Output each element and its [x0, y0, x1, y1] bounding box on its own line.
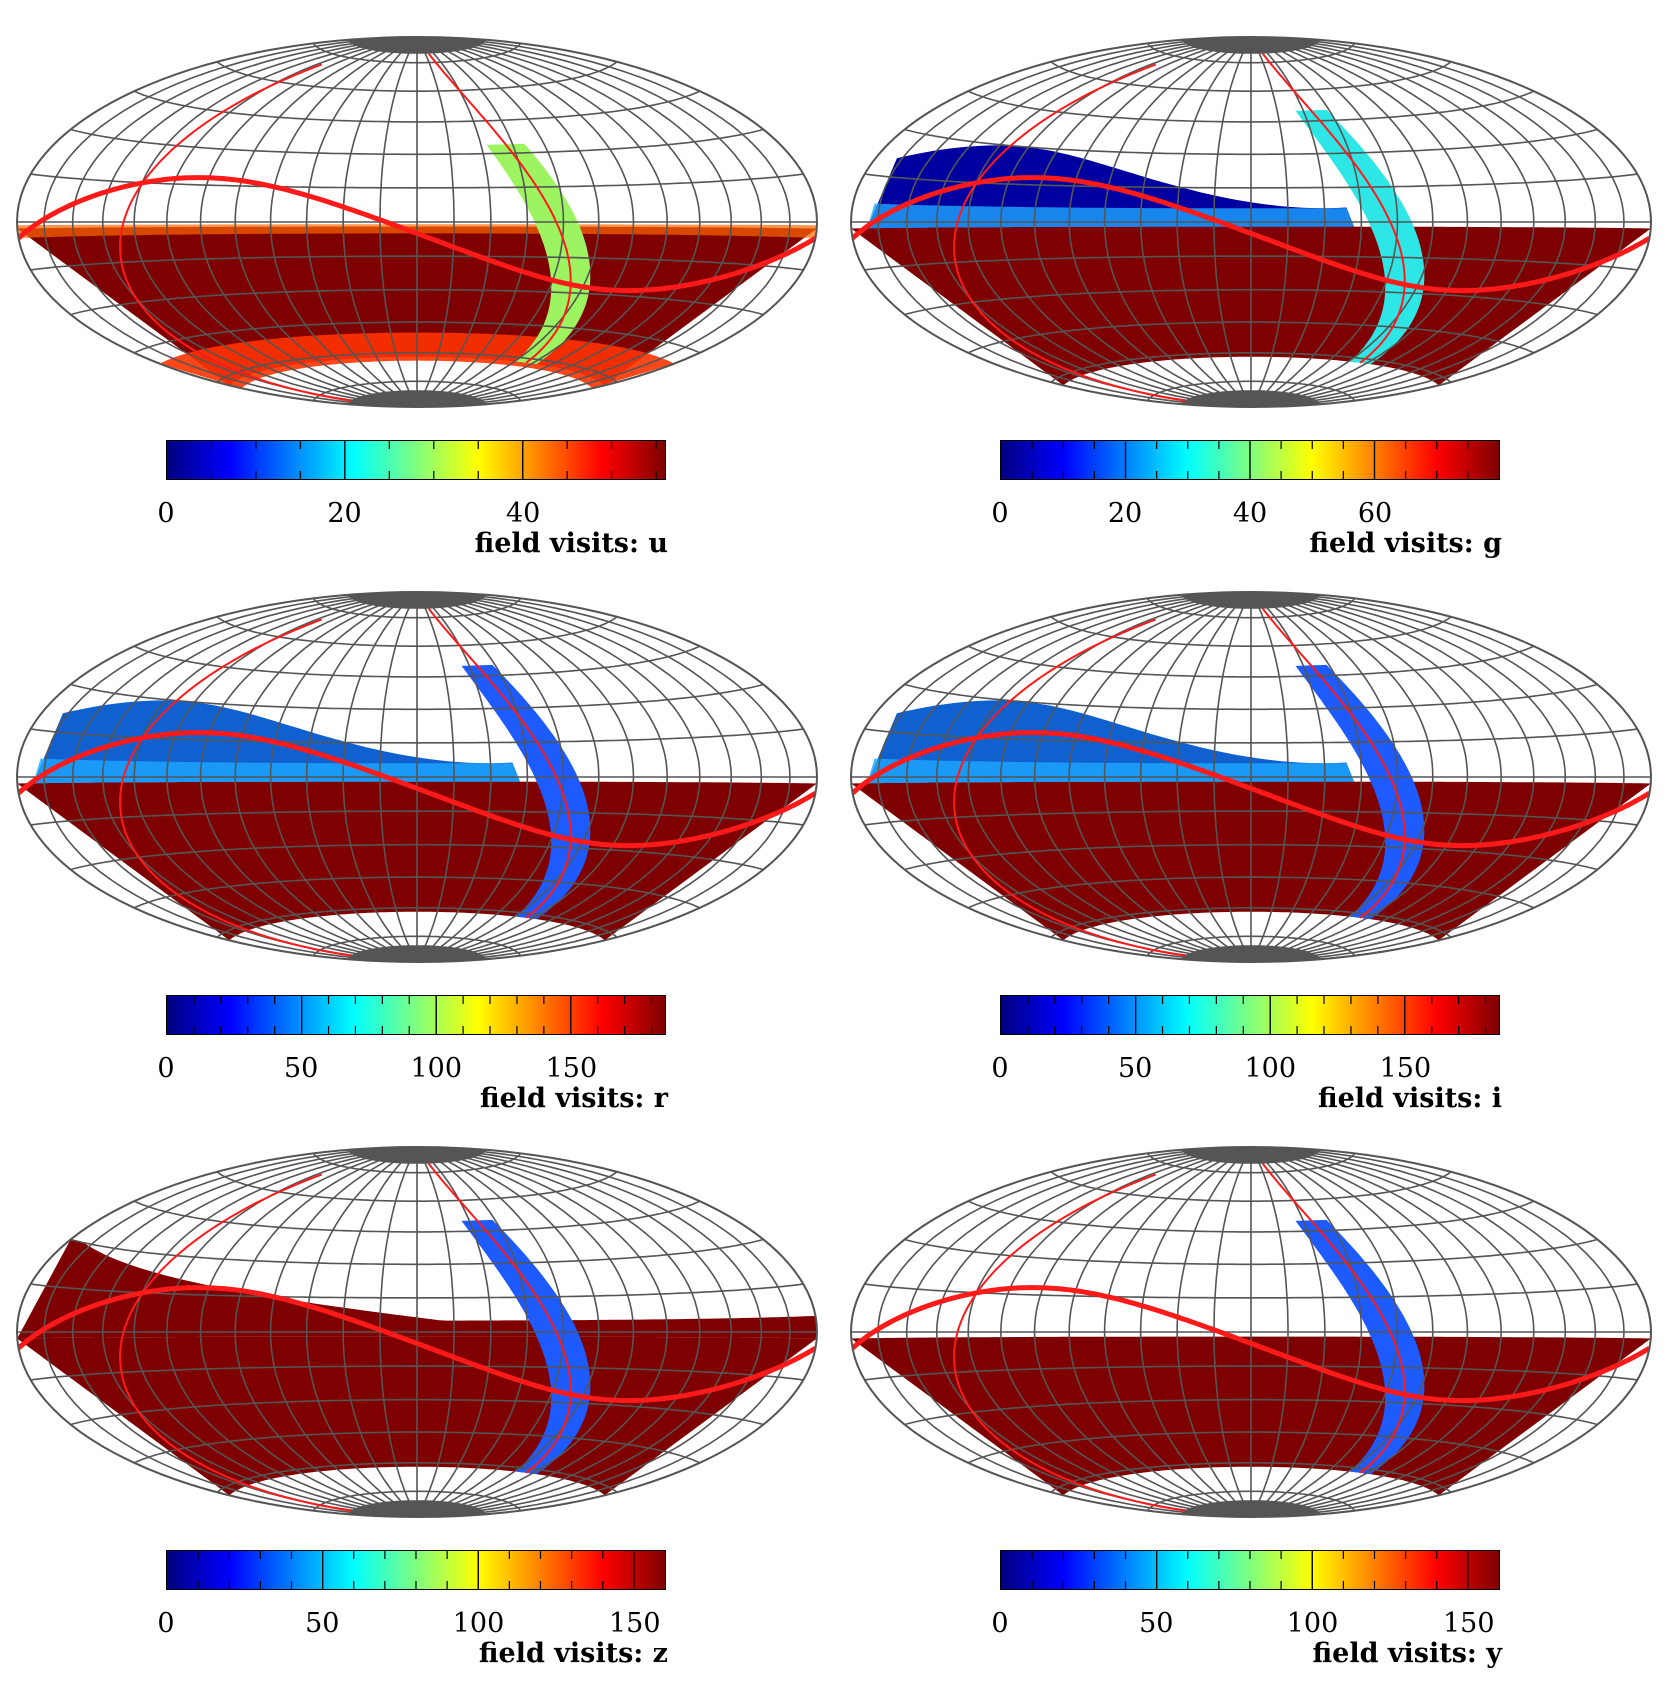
colorbar-title: field visits: g	[1309, 528, 1502, 559]
coverage-north-cap	[17, 1239, 817, 1339]
polar-cap	[1181, 1500, 1321, 1517]
colorbar-tick-label: 150	[1442, 1608, 1495, 1639]
galactic-plane-line	[119, 618, 351, 957]
graticule	[17, 592, 817, 962]
graticule	[851, 592, 1651, 962]
sky-map-u	[16, 36, 818, 408]
colorbar-title: field visits: y	[1312, 1638, 1502, 1669]
sky-map-i	[850, 591, 1652, 963]
projection-outline	[16, 591, 818, 963]
graticule	[17, 1147, 817, 1517]
colorbar-tick-label: 0	[157, 498, 175, 529]
galactic-plane-line	[953, 1173, 1185, 1512]
galactic-plane-line	[1261, 52, 1406, 364]
colorbar-tick-label: 100	[410, 1053, 463, 1084]
galactic-plane-band	[461, 1219, 591, 1475]
sky-map-z	[16, 1146, 818, 1518]
polar-cap	[1181, 945, 1321, 962]
colorbar-z	[166, 1550, 666, 1590]
colorbar-tick-label: 0	[991, 498, 1009, 529]
colorbar-tick-label: 40	[505, 498, 541, 529]
colorbar-tick-label: 100	[452, 1608, 505, 1639]
galactic-plane-band	[461, 664, 591, 920]
sky-map-y	[850, 1146, 1652, 1518]
colorbar-tick-label: 0	[991, 1053, 1009, 1084]
sky-map-panel-r: 0 50 100 150 field visits: r	[0, 555, 834, 1115]
graticule	[851, 1147, 1651, 1517]
galactic-plane-line	[119, 63, 351, 402]
graticule	[851, 37, 1651, 407]
colorbar-tick-label: 50	[1139, 1608, 1174, 1639]
colorbar-tick-label: 50	[1117, 1053, 1153, 1084]
polar-cap	[347, 1500, 487, 1517]
sky-map-r	[16, 591, 818, 963]
galactic-plane-band	[486, 143, 591, 365]
sky-map-panel-u: 0 20 40 field visits: u	[0, 0, 834, 560]
colorbar-u	[166, 440, 666, 480]
polar-cap	[1181, 1147, 1321, 1164]
galactic-plane-line	[119, 1173, 351, 1512]
polar-cap	[347, 945, 487, 962]
colorbar-tick-label: 60	[1357, 498, 1393, 529]
colorbar-tick-label: 150	[1379, 1053, 1432, 1084]
polar-cap	[347, 390, 487, 407]
colorbar-tick-label: 50	[283, 1053, 319, 1084]
colorbar-title: field visits: i	[1317, 1083, 1502, 1114]
polar-cap	[1181, 390, 1321, 407]
sky-map-panel-z: 0 50 100 150 field visits: z	[0, 1110, 834, 1670]
colorbar-i	[1000, 995, 1500, 1035]
colorbar-title: field visits: u	[474, 528, 668, 559]
colorbar-y	[1000, 1550, 1500, 1590]
colorbar-tick-label: 20	[327, 498, 362, 529]
galactic-plane-line	[427, 52, 572, 364]
colorbar-gradient	[167, 996, 665, 1034]
galactic-plane-line	[1261, 1162, 1406, 1474]
galactic-plane-band	[1295, 664, 1425, 920]
polar-cap	[347, 592, 487, 609]
colorbar-tick-label: 0	[157, 1053, 175, 1084]
polar-cap	[1181, 37, 1321, 54]
colorbar-tick-label: 20	[1107, 498, 1143, 529]
sky-map-panel-y: 0 50 100 150 field visits: y	[834, 1110, 1668, 1670]
colorbar-tick-label: 50	[305, 1608, 340, 1639]
colorbar-tick-label: 150	[608, 1608, 661, 1639]
galactic-plane-line	[953, 63, 1185, 402]
sky-map-panel-i: 0 50 100 150 field visits: i	[834, 555, 1668, 1115]
colorbar-tick-label: 150	[545, 1053, 598, 1084]
polar-cap	[347, 1147, 487, 1164]
colorbar-tick-label: 40	[1232, 498, 1268, 529]
graticule	[17, 37, 817, 407]
sky-map-panel-g: 0 20 40 60 field visits: g	[834, 0, 1668, 560]
colorbar-gradient	[167, 441, 665, 479]
colorbar-tick-label: 100	[1244, 1053, 1297, 1084]
colorbar-g	[1000, 440, 1500, 480]
galactic-plane-line	[953, 618, 1185, 957]
projection-outline	[850, 36, 1652, 408]
colorbar-tick-label: 100	[1286, 1608, 1339, 1639]
sky-map-g	[850, 36, 1652, 408]
galactic-plane-band	[1295, 109, 1425, 365]
colorbar-r	[166, 995, 666, 1035]
polar-cap	[1181, 592, 1321, 609]
colorbar-tick-label: 0	[991, 1608, 1009, 1639]
galactic-plane-line	[427, 1162, 572, 1474]
galactic-plane-line	[1261, 607, 1406, 919]
colorbar-title: field visits: z	[478, 1638, 668, 1669]
projection-outline	[850, 1146, 1652, 1518]
projection-outline	[850, 591, 1652, 963]
colorbar-gradient	[1001, 996, 1499, 1034]
colorbar-tick-label: 0	[157, 1608, 175, 1639]
polar-cap	[347, 37, 487, 54]
colorbar-title: field visits: r	[479, 1083, 668, 1114]
galactic-plane-band	[1295, 1219, 1425, 1475]
galactic-plane-line	[427, 607, 572, 919]
projection-outline	[16, 36, 818, 408]
projection-outline	[16, 1146, 818, 1518]
